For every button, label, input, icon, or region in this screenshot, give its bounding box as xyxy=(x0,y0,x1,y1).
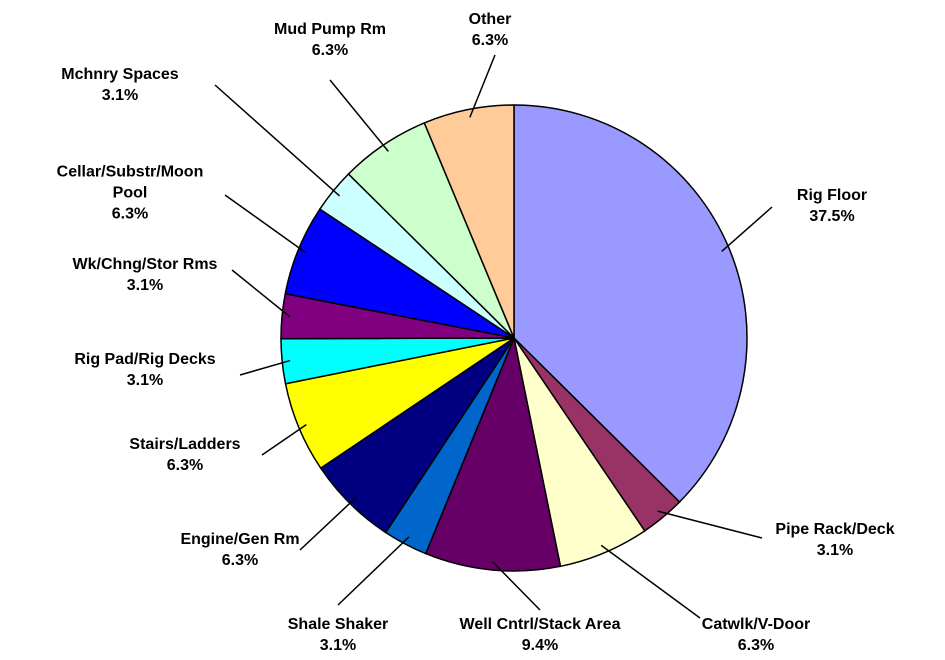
slice-percent: 3.1% xyxy=(126,372,164,389)
pie-slice xyxy=(423,104,515,339)
slice-percent: 6.3% xyxy=(221,552,259,569)
slice-name: Rig Floor xyxy=(796,187,868,204)
slice-percent: 37.5% xyxy=(809,208,855,225)
leader-line xyxy=(469,54,496,118)
slice-percent: 3.1% xyxy=(126,277,164,294)
slice-label: Cellar/Substr/Moon Pool 6.3% xyxy=(45,162,215,225)
pie-slice xyxy=(424,335,562,572)
slice-name: Engine/Gen Rm xyxy=(180,531,300,548)
slice-label: Stairs/Ladders 6.3% xyxy=(85,434,285,476)
leader-line xyxy=(214,84,341,197)
slice-percent: 9.4% xyxy=(521,637,559,654)
slice-name: Rig Pad/Rig Decks xyxy=(74,351,216,368)
leader-line xyxy=(239,359,291,376)
slice-label: Wk/Chng/Stor Rms 3.1% xyxy=(35,254,255,296)
slice-label: Shale Shaker 3.1% xyxy=(238,614,438,656)
leader-line xyxy=(261,423,307,456)
slice-label: Mud Pump Rm 6.3% xyxy=(230,19,430,61)
pie-slice xyxy=(513,104,748,504)
slice-percent: 3.1% xyxy=(319,637,357,654)
slice-label: Rig Floor 37.5% xyxy=(732,185,932,227)
slice-percent: 6.3% xyxy=(737,637,775,654)
slice-name: Mchnry Spaces xyxy=(61,66,179,83)
slice-label: Catwlk/V-Door 6.3% xyxy=(656,614,856,656)
slice-name: Stairs/Ladders xyxy=(129,436,241,453)
slice-name: Shale Shaker xyxy=(287,616,389,633)
slice-name: Well Cntrl/Stack Area xyxy=(459,616,621,633)
slice-label: Other 6.3% xyxy=(430,9,550,51)
leader-line xyxy=(492,561,541,611)
leader-line xyxy=(224,194,307,254)
slice-label: Rig Pad/Rig Decks 3.1% xyxy=(35,349,255,391)
leader-line xyxy=(329,79,389,152)
slice-percent: 6.3% xyxy=(111,205,149,223)
slice-name: Wk/Chng/Stor Rms xyxy=(72,256,218,273)
slice-percent: 3.1% xyxy=(816,542,854,559)
slice-label: Well Cntrl/Stack Area 9.4% xyxy=(420,614,660,656)
slice-name: Catwlk/V-Door xyxy=(701,616,811,633)
leader-line xyxy=(337,536,410,606)
slice-label: Pipe Rack/Deck 3.1% xyxy=(735,519,935,561)
slice-name: Pipe Rack/Deck xyxy=(775,521,895,538)
slice-percent: 3.1% xyxy=(101,87,139,104)
leader-line xyxy=(299,497,357,551)
leader-line xyxy=(721,206,773,252)
slice-percent: 6.3% xyxy=(166,457,204,474)
leader-line xyxy=(231,269,291,318)
leader-line xyxy=(657,510,763,539)
slice-name: Cellar/Substr/Moon Pool xyxy=(56,163,204,202)
slice-label: Engine/Gen Rm 6.3% xyxy=(140,529,340,571)
leader-line xyxy=(600,544,701,619)
slice-label: Mchnry Spaces 3.1% xyxy=(20,64,220,106)
slice-name: Mud Pump Rm xyxy=(274,21,386,38)
slice-percent: 6.3% xyxy=(311,42,349,59)
slice-name: Other xyxy=(468,11,512,28)
slice-percent: 6.3% xyxy=(471,32,509,49)
